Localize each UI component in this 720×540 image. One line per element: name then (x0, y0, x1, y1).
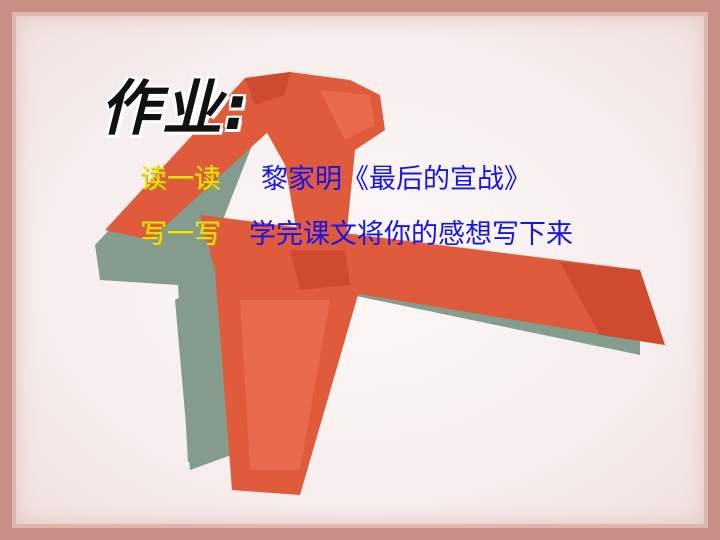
task-content-read: 黎家明《最后的宣战》 (261, 164, 531, 195)
task-label-read: 读一读 (140, 164, 221, 195)
slide-title: 作业: (100, 74, 250, 144)
task-item-read: 读一读 黎家明《最后的宣战》 (140, 157, 531, 196)
task-item-write: 写一写 学完课文将你的感想写下来 (140, 212, 573, 251)
task-label-write: 写一写 (140, 219, 221, 250)
task-content-write: 学完课文将你的感想写下来 (249, 219, 573, 250)
